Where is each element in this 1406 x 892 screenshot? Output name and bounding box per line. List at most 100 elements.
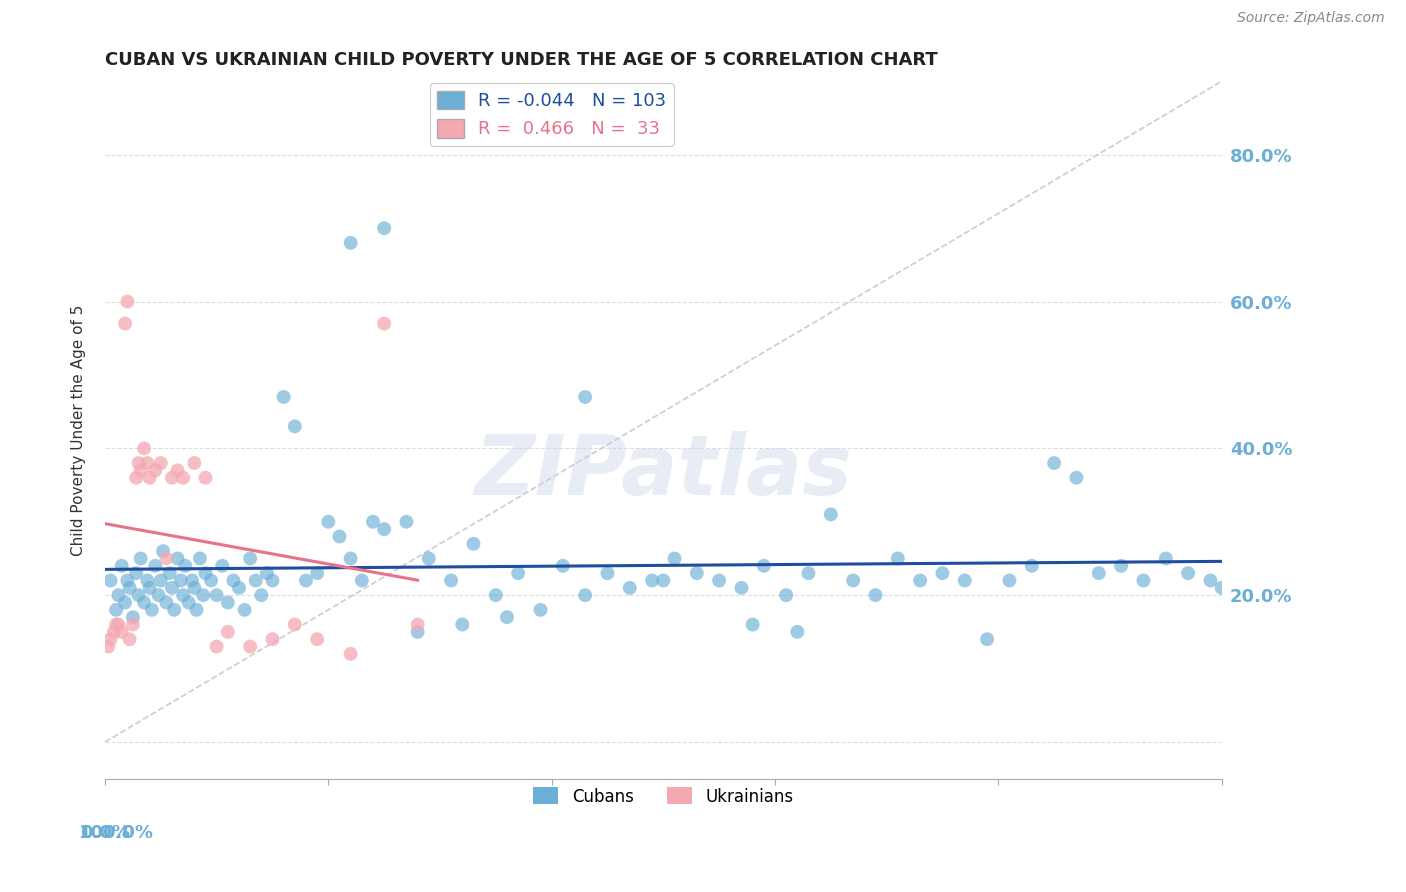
- Point: [181, 574, 204, 588]
- Point: [105, 617, 128, 632]
- Text: Source: ZipAtlas.com: Source: ZipAtlas.com: [1237, 11, 1385, 25]
- Point: [118, 632, 141, 647]
- Legend: Cubans, Ukrainians: Cubans, Ukrainians: [527, 780, 800, 813]
- Point: [160, 581, 183, 595]
- Point: [143, 558, 166, 573]
- Point: [361, 515, 384, 529]
- Point: [284, 617, 307, 632]
- Point: [998, 574, 1021, 588]
- Point: [652, 574, 675, 588]
- Point: [174, 558, 197, 573]
- Point: [114, 317, 136, 331]
- Point: [188, 551, 211, 566]
- Point: [865, 588, 887, 602]
- Point: [170, 574, 193, 588]
- Point: [186, 603, 208, 617]
- Point: [596, 566, 619, 581]
- Point: [707, 574, 730, 588]
- Point: [440, 574, 463, 588]
- Point: [273, 390, 295, 404]
- Point: [127, 456, 149, 470]
- Point: [373, 221, 395, 235]
- Point: [122, 610, 145, 624]
- Point: [117, 294, 139, 309]
- Point: [775, 588, 797, 602]
- Point: [451, 617, 474, 632]
- Point: [1066, 471, 1088, 485]
- Point: [143, 463, 166, 477]
- Point: [103, 624, 125, 639]
- Point: [1199, 574, 1222, 588]
- Point: [1109, 558, 1132, 573]
- Point: [100, 632, 122, 647]
- Text: ZIPatlas: ZIPatlas: [474, 432, 852, 512]
- Point: [1211, 581, 1233, 595]
- Point: [136, 456, 159, 470]
- Point: [339, 235, 361, 250]
- Point: [217, 624, 239, 639]
- Point: [418, 551, 440, 566]
- Point: [118, 581, 141, 595]
- Point: [239, 640, 262, 654]
- Point: [262, 574, 284, 588]
- Point: [172, 588, 194, 602]
- Point: [245, 574, 267, 588]
- Point: [406, 617, 429, 632]
- Y-axis label: Child Poverty Under the Age of 5: Child Poverty Under the Age of 5: [72, 304, 86, 556]
- Point: [820, 508, 842, 522]
- Point: [177, 595, 200, 609]
- Point: [307, 566, 329, 581]
- Point: [730, 581, 752, 595]
- Point: [125, 566, 148, 581]
- Point: [166, 463, 188, 477]
- Point: [339, 551, 361, 566]
- Point: [138, 471, 160, 485]
- Point: [136, 574, 159, 588]
- Point: [132, 442, 155, 456]
- Point: [193, 588, 215, 602]
- Point: [1021, 558, 1043, 573]
- Point: [129, 551, 152, 566]
- Point: [183, 581, 205, 595]
- Point: [107, 617, 129, 632]
- Point: [619, 581, 641, 595]
- Point: [141, 603, 163, 617]
- Point: [111, 558, 134, 573]
- Point: [797, 566, 820, 581]
- Point: [107, 588, 129, 602]
- Text: 0.0%: 0.0%: [80, 824, 129, 842]
- Point: [496, 610, 519, 624]
- Point: [205, 640, 228, 654]
- Point: [129, 463, 152, 477]
- Point: [908, 574, 931, 588]
- Point: [842, 574, 865, 588]
- Point: [574, 588, 596, 602]
- Point: [752, 558, 775, 573]
- Point: [100, 574, 122, 588]
- Point: [529, 603, 551, 617]
- Point: [149, 456, 172, 470]
- Point: [741, 617, 763, 632]
- Point: [373, 317, 395, 331]
- Point: [228, 581, 250, 595]
- Point: [138, 581, 160, 595]
- Point: [1088, 566, 1111, 581]
- Point: [159, 566, 181, 581]
- Point: [149, 574, 172, 588]
- Point: [284, 419, 307, 434]
- Point: [350, 574, 373, 588]
- Point: [262, 632, 284, 647]
- Point: [641, 574, 664, 588]
- Point: [295, 574, 318, 588]
- Point: [205, 588, 228, 602]
- Point: [664, 551, 686, 566]
- Point: [200, 574, 222, 588]
- Point: [307, 632, 329, 647]
- Text: 100.0%: 100.0%: [79, 824, 153, 842]
- Point: [172, 471, 194, 485]
- Point: [132, 595, 155, 609]
- Point: [976, 632, 998, 647]
- Point: [339, 647, 361, 661]
- Point: [111, 624, 134, 639]
- Point: [1132, 574, 1154, 588]
